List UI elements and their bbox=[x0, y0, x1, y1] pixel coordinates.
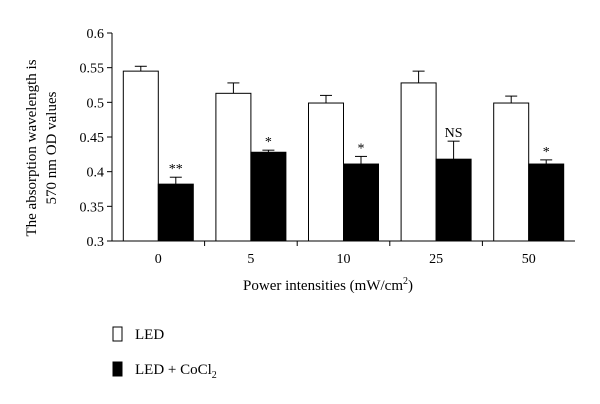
x-tick-label: 0 bbox=[155, 252, 162, 267]
plot-area: *** *NS* bbox=[122, 65, 565, 242]
x-axis-title-end: ) bbox=[408, 278, 413, 294]
y-tick-label: 0.45 bbox=[80, 131, 105, 146]
bar-led-cocl2 bbox=[250, 151, 287, 242]
significance-label: ** bbox=[169, 162, 183, 177]
legend-swatch-led bbox=[112, 326, 123, 342]
x-tick-label: 5 bbox=[247, 252, 254, 267]
legend-swatch-led-cocl2 bbox=[112, 361, 123, 377]
x-tick-label: 10 bbox=[337, 252, 351, 267]
bar-led bbox=[215, 92, 252, 242]
bar-led bbox=[493, 102, 530, 242]
bar-led-cocl2 bbox=[157, 183, 194, 242]
bar-led bbox=[308, 102, 344, 242]
significance-label: * bbox=[265, 135, 272, 150]
legend-label-led-cocl2-subscript: 2 bbox=[212, 370, 217, 381]
legend-label-led-cocl2: LED + CoCl2 bbox=[135, 362, 217, 381]
y-tick-label: 0.35 bbox=[80, 200, 105, 215]
bar-led-cocl2 bbox=[435, 158, 472, 242]
y-tick-label: 0.6 bbox=[87, 27, 105, 42]
significance-label: * bbox=[543, 145, 550, 160]
y-axis-title-line1: The absorption wavelength is bbox=[24, 59, 40, 236]
y-axis-title-line2: 570 nm OD values bbox=[44, 91, 60, 204]
significance-label: NS bbox=[445, 126, 463, 141]
x-axis-title: Power intensities (mW/cm2) bbox=[243, 276, 413, 294]
y-tick-label: 0.3 bbox=[87, 235, 105, 250]
y-axis: 0.3 0.35 0.4 0.45 0.5 0.55 0.6 bbox=[80, 27, 113, 250]
x-axis-title-main: Power intensities (mW/cm bbox=[243, 278, 403, 294]
y-tick-label: 0.5 bbox=[87, 96, 105, 111]
y-tick-label: 0.55 bbox=[80, 62, 105, 77]
bar-led bbox=[400, 82, 437, 242]
significance-label: * bbox=[358, 141, 365, 156]
x-tick-label: 50 bbox=[522, 252, 536, 267]
legend: LED LED + CoCl2 bbox=[112, 326, 217, 381]
legend-label-led: LED bbox=[135, 327, 164, 343]
x-axis-title-superscript: 2 bbox=[403, 276, 408, 287]
x-axis: 0 5 10 25 50 bbox=[112, 240, 575, 267]
bar-led-cocl2 bbox=[528, 163, 565, 242]
x-tick-label: 25 bbox=[429, 252, 443, 267]
legend-label-led-cocl2-main: LED + CoCl bbox=[135, 362, 212, 378]
bar-led-cocl2 bbox=[343, 163, 379, 242]
bar-led bbox=[122, 70, 159, 242]
y-tick-label: 0.4 bbox=[87, 166, 105, 181]
